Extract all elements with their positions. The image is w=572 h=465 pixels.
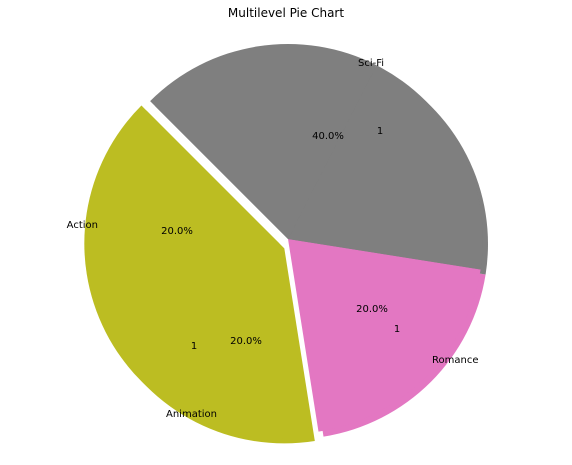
chart-title: Multilevel Pie Chart <box>228 6 344 20</box>
pie-slice-sci-fi <box>84 105 310 439</box>
label-layer: Sci-Fi 40.0% Romance 20.0% Animation 20.0% Act… <box>67 58 479 420</box>
pie-slice-action <box>150 44 377 239</box>
pie-slice-animation <box>288 65 483 270</box>
pie-inner-label-romance: 1 <box>394 324 400 335</box>
pie-pct-romance: 20.0% <box>356 304 388 315</box>
pie-label-romance: Romance <box>432 355 478 366</box>
pie-label-animation: Animation <box>166 409 217 420</box>
pie-inner-label-sci-fi: 1 <box>377 126 383 137</box>
pie-slice-romance <box>288 239 481 432</box>
pie-pct-sci-fi: 40.0% <box>312 131 344 142</box>
pie-pct-action: 20.0% <box>161 226 193 237</box>
pie-pct-animation: 20.0% <box>230 336 262 347</box>
pie-label-action: Action <box>67 220 98 231</box>
pie-inner-label-animation: 1 <box>191 341 197 352</box>
pie-label-sci-fi: Sci-Fi <box>358 58 384 69</box>
slice-layer <box>84 44 483 439</box>
